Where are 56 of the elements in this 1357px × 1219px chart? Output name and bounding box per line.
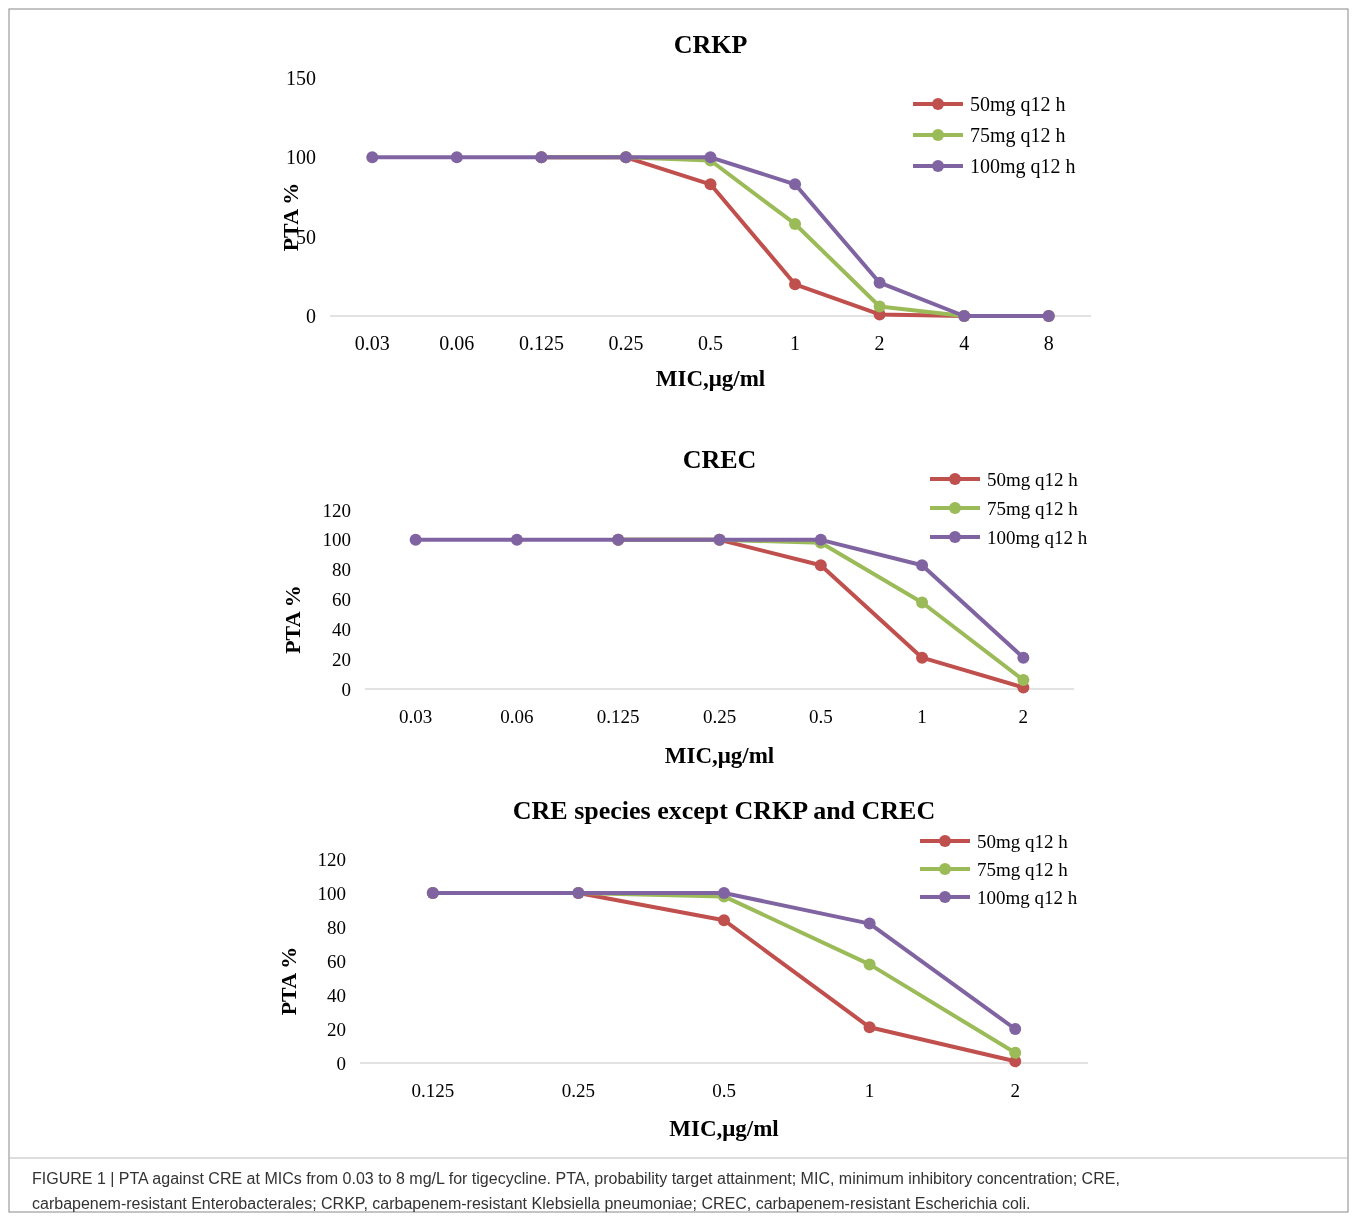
legend-label: 100mg q12 h [987,526,1088,548]
y-tick-label: 40 [332,618,351,640]
x-tick-label: 1 [790,332,801,354]
chart-title: CREC [682,445,757,474]
y-tick-label: 0 [341,678,351,700]
y-tick-label: 80 [332,559,351,581]
x-tick-label: 0.25 [561,1080,596,1101]
x-tick-label: 0.5 [698,332,723,354]
legend-label: 75mg q12 h [987,497,1079,519]
y-tick-label: 100 [317,882,346,904]
x-axis-title: MIC,μg/ml [669,1116,779,1141]
x-tick-label: 0.03 [354,332,390,354]
y-tick-label: 100 [286,146,316,169]
y-axis-title: PTA % [280,585,305,654]
legend-label: 100mg q12 h [970,155,1076,178]
x-tick-label: 1 [864,1080,875,1101]
legend-label: 50mg q12 h [977,830,1069,852]
y-tick-label: 120 [317,848,346,870]
y-tick-label: 60 [332,589,351,611]
x-tick-label: 8 [1043,332,1054,354]
x-tick-label: 0.5 [808,706,833,727]
legend-label: 100mg q12 h [977,886,1078,908]
chart-title: CRE species except CRKP and CREC [512,796,936,825]
legend-label: 50mg q12 h [987,468,1079,490]
x-tick-label: 0.5 [712,1080,736,1101]
x-tick-label: 4 [959,332,970,354]
x-tick-label: 0.06 [500,706,534,727]
x-tick-label: 2 [1010,1080,1020,1101]
y-axis-title: PTA % [276,946,301,1016]
y-tick-label: 150 [286,67,316,89]
y-tick-label: 40 [327,984,346,1006]
y-tick-label: 80 [327,916,346,938]
x-tick-label: 0.125 [411,1080,455,1101]
legend-label: 50mg q12 h [970,93,1066,116]
x-tick-label: 0.125 [518,332,564,354]
x-tick-label: 0.03 [399,706,433,727]
x-axis-title: MIC,μg/ml [655,366,766,391]
x-axis-title: MIC,μg/ml [664,743,775,768]
y-tick-label: 0 [336,1052,346,1074]
y-tick-label: 100 [322,529,351,551]
y-tick-label: 0 [306,305,316,327]
x-tick-label: 0.25 [608,332,644,354]
x-tick-label: 0.125 [596,706,640,727]
legend-label: 75mg q12 h [970,124,1066,147]
y-tick-label: 20 [332,648,351,670]
y-tick-label: 20 [327,1018,346,1040]
x-tick-label: 2 [874,332,885,354]
legend-label: 75mg q12 h [977,858,1069,880]
x-tick-label: 0.25 [702,706,737,727]
caption: FIGURE 1 | PTA against CRE at MICs from 0.03 to 8 mg/L for tigecycline. PTA, probability target attainment; MIC, minimum inhibitory concentration; CRE, carbapenem-resistant Enterobacterales; CRKP, carbapenem-resistant Klebsiella pneumoniae; CREC, carbapenem-resistant Escherichia coli. [32,1170,1120,1212]
x-tick-label: 2 [1018,706,1029,727]
x-tick-label: 1 [917,706,927,727]
x-tick-label: 0.06 [439,332,475,354]
chart-title: CRKP [673,30,748,59]
y-tick-label: 120 [322,499,351,521]
y-tick-label: 60 [327,950,346,972]
